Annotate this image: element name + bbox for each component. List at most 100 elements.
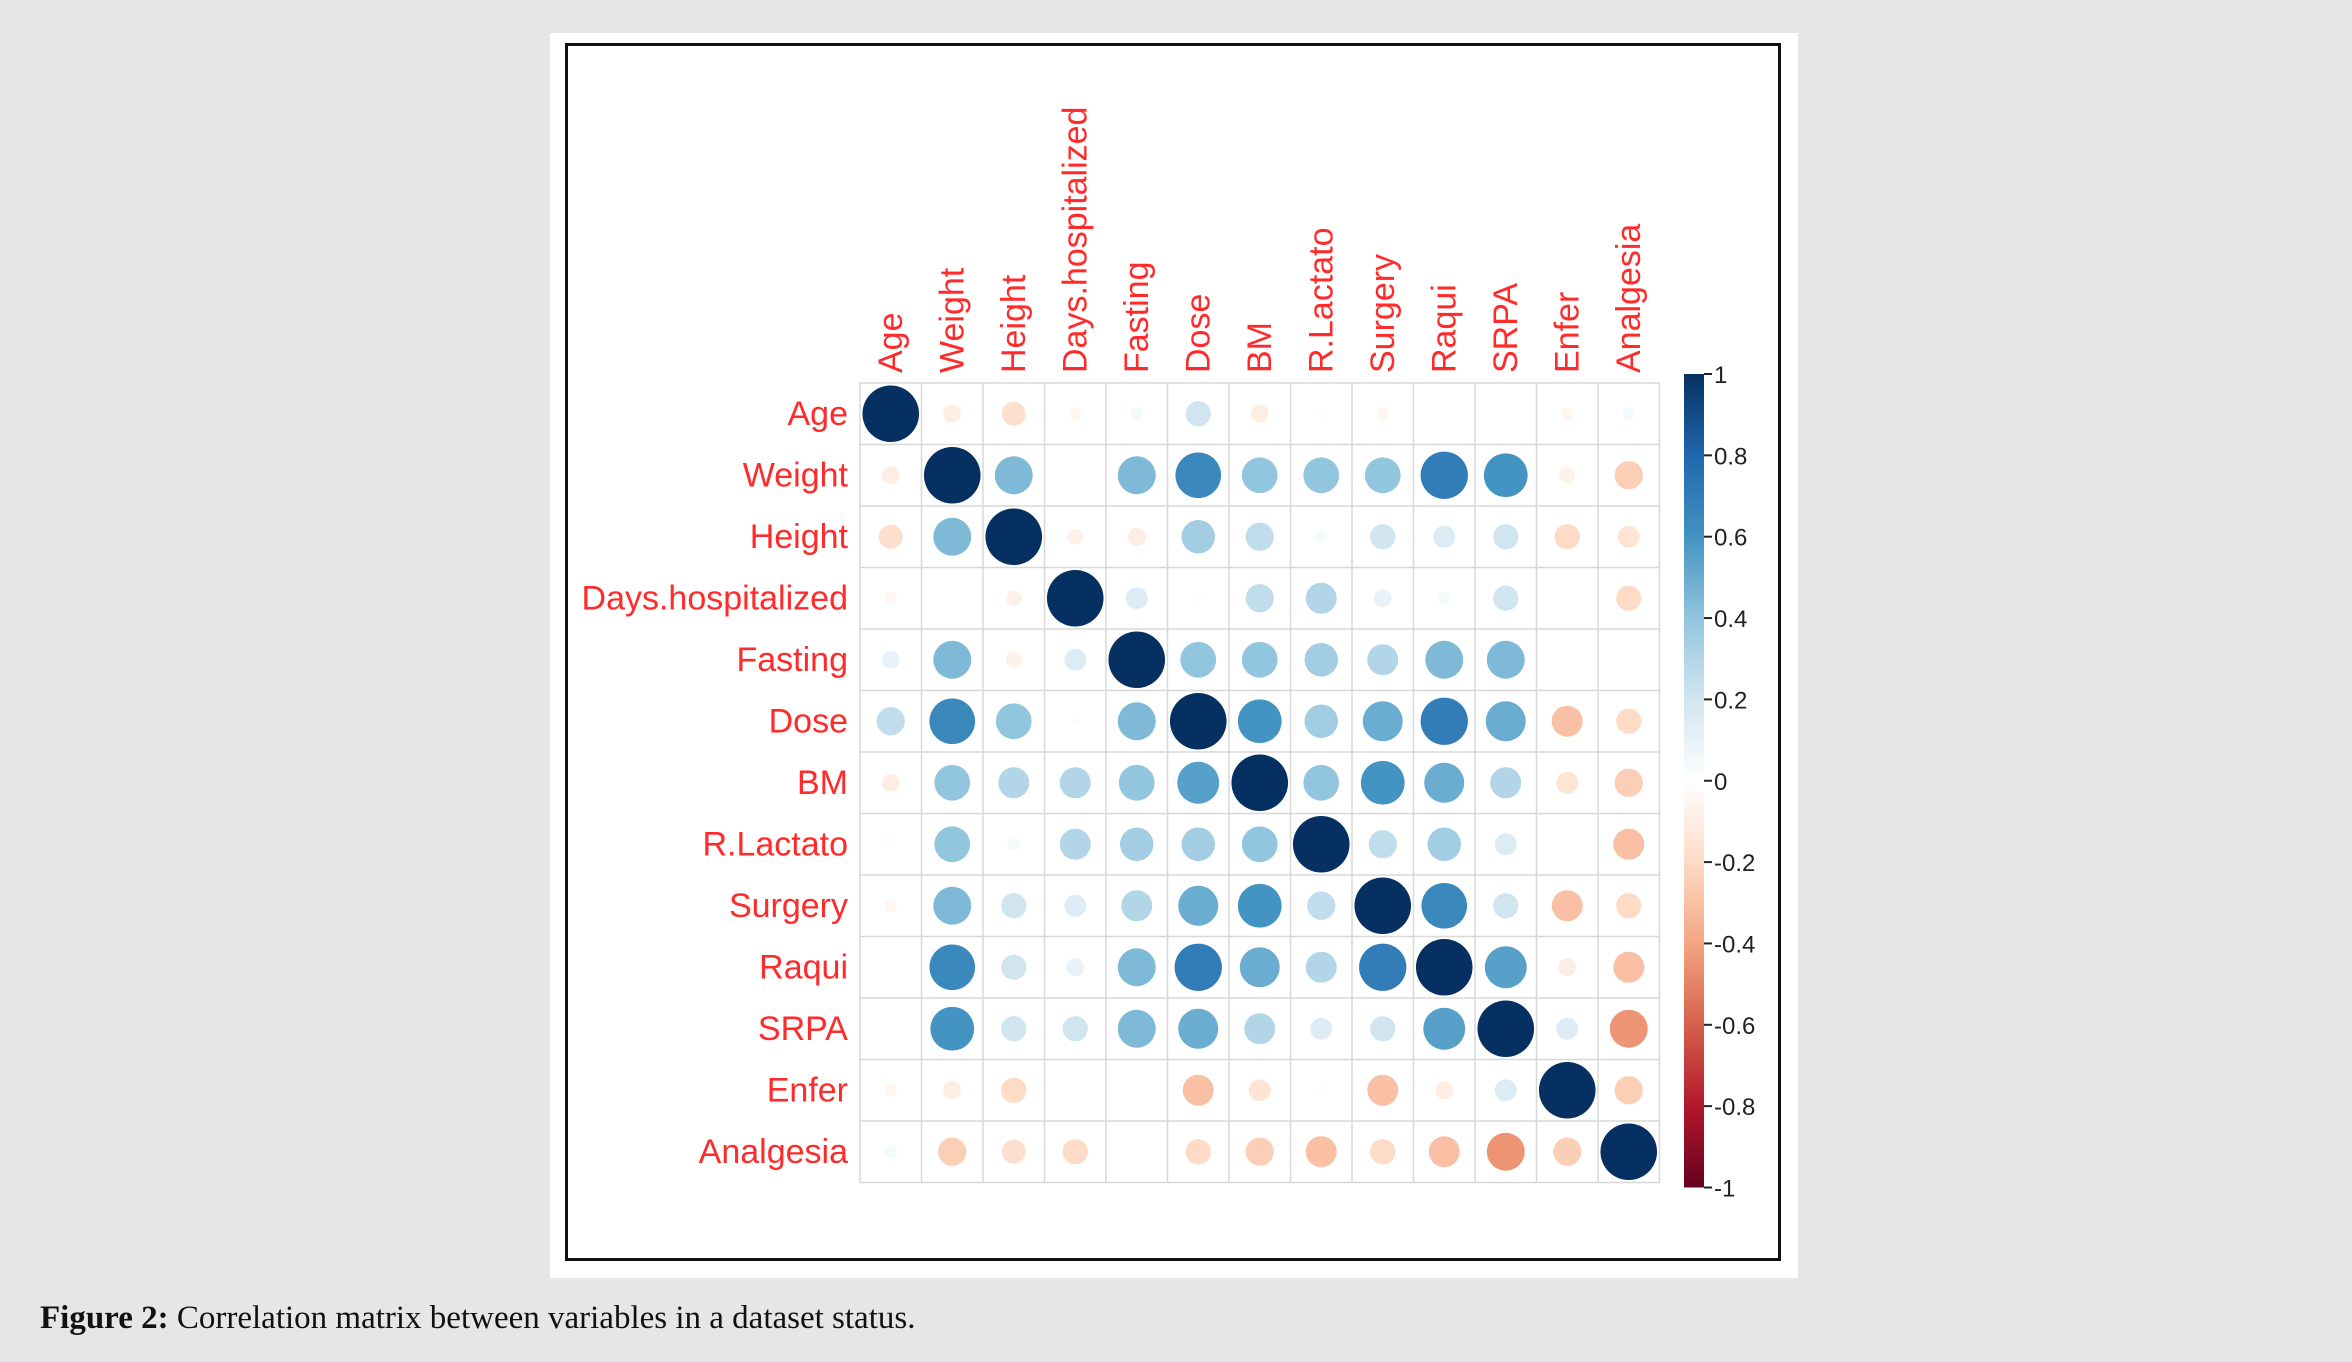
correlation-circle-Days.hospitalized-Height (1005, 590, 1022, 607)
correlation-circle-Fasting-Age (881, 650, 900, 669)
column-label: Surgery (1364, 254, 1402, 373)
correlation-circle-Surgery-Dose (1178, 885, 1219, 926)
correlation-circle-Surgery-Days.hospitalized (1064, 894, 1087, 917)
column-label: Dose (1179, 294, 1217, 373)
colorbar-tick-label: -0.8 (1714, 1094, 1755, 1121)
colorbar-tick-label: 0.4 (1714, 606, 1747, 633)
correlation-circle-SRPA-Days.hospitalized (1062, 1016, 1088, 1042)
correlation-circle-Analgesia-Raqui (1428, 1136, 1460, 1168)
row-label: R.Lactato (702, 825, 848, 863)
colorbar-tick-label: 0 (1714, 769, 1727, 796)
correlation-circle-Surgery-Analgesia (1616, 893, 1642, 919)
column-label: Height (995, 274, 1033, 373)
correlation-circle-Fasting-BM (1241, 641, 1278, 678)
row-label: SRPA (758, 1010, 848, 1048)
correlation-circle-R.Lactato-Analgesia (1613, 828, 1645, 860)
correlation-circle-Dose-R.Lactato (1304, 704, 1338, 738)
correlation-circle-R.Lactato-BM (1241, 826, 1278, 863)
correlation-circle-Analgesia-SRPA (1486, 1132, 1525, 1171)
correlation-circle-Age-R.Lactato (1317, 409, 1326, 418)
correlation-circle-Days.hospitalized-Days.hospitalized (1046, 569, 1104, 627)
correlation-circle-SRPA-Dose (1178, 1008, 1219, 1049)
correlation-circle-Weight-Dose (1175, 452, 1222, 499)
correlation-circle-Weight-SRPA (1483, 453, 1528, 498)
row-label: Dose (769, 702, 848, 740)
correlation-circle-Weight-R.Lactato (1303, 457, 1340, 494)
correlation-circle-R.Lactato-R.Lactato (1292, 815, 1350, 873)
correlation-circle-Analgesia-Surgery (1370, 1139, 1396, 1165)
correlation-circle-Height-Dose (1181, 520, 1215, 554)
correlation-circle-Days.hospitalized-Age (884, 591, 898, 605)
correlation-circle-Dose-Weight (929, 698, 976, 745)
row-label: Height (750, 518, 849, 556)
correlation-circle-Weight-Surgery (1364, 457, 1401, 494)
correlation-circle-Dose-Enfer (1551, 705, 1583, 737)
correlation-circle-Fasting-Surgery (1367, 644, 1399, 676)
correlation-circle-Days.hospitalized-Surgery (1373, 589, 1392, 608)
correlation-circle-Age-Fasting (1130, 407, 1144, 421)
correlation-circle-Height-SRPA (1493, 524, 1519, 550)
colorbar-tick-label: -0.6 (1714, 1013, 1755, 1040)
correlation-circle-Height-Fasting (1127, 527, 1146, 546)
correlation-circle-Analgesia-Days.hospitalized (1062, 1139, 1088, 1165)
correlation-circle-Age-Height (1001, 401, 1026, 426)
correlation-circle-Days.hospitalized-R.Lactato (1305, 582, 1337, 614)
correlation-circle-Analgesia-Dose (1185, 1139, 1211, 1165)
correlation-circle-Raqui-Fasting (1117, 948, 1156, 987)
correlation-circle-Height-BM (1245, 522, 1274, 551)
correlation-circle-Enfer-BM (1248, 1079, 1271, 1102)
correlation-circle-BM-R.Lactato (1303, 764, 1340, 801)
correlation-circle-Enfer-Dose (1182, 1074, 1214, 1106)
correlation-circle-Fasting-Fasting (1108, 631, 1166, 689)
row-label: Analgesia (699, 1133, 848, 1171)
correlation-circle-Raqui-BM (1239, 947, 1280, 988)
correlation-circle-Age-Age (862, 385, 920, 443)
correlation-circle-Surgery-Surgery (1354, 877, 1412, 935)
correlation-circle-Weight-Fasting (1117, 456, 1156, 495)
correlation-circle-Days.hospitalized-Dose (1194, 594, 1203, 603)
colorbar-tick-label: 1 (1714, 362, 1727, 389)
figure-panel: Age Weight Height Days.hospitalized Fasting D… (550, 33, 1798, 1278)
colorbar-tick-label: 0.6 (1714, 525, 1747, 552)
correlation-circle-Fasting-R.Lactato (1304, 643, 1338, 677)
correlation-circle-Days.hospitalized-BM (1245, 584, 1274, 613)
correlation-circle-Enfer-Surgery (1367, 1074, 1399, 1106)
correlation-circle-SRPA-Analgesia (1609, 1009, 1648, 1048)
correlation-circle-Surgery-Height (1001, 893, 1027, 919)
correlation-circle-Raqui-SRPA (1484, 946, 1527, 989)
correlation-circle-Enfer-SRPA (1494, 1079, 1517, 1102)
correlation-circle-R.Lactato-Surgery (1368, 830, 1397, 859)
correlation-circle-BM-Surgery (1360, 760, 1405, 805)
correlation-circle-Enfer-Weight (943, 1081, 962, 1100)
column-label: Raqui (1425, 284, 1463, 373)
column-label: R.Lactato (1302, 227, 1340, 373)
correlation-circle-Dose-Age (876, 707, 905, 736)
correlation-circle-Raqui-Raqui (1415, 938, 1473, 996)
correlation-matrix-chart: Age Weight Height Days.hospitalized Fasting D… (582, 107, 1756, 1203)
correlation-circle-Dose-Dose (1169, 692, 1227, 750)
correlation-circle-Fasting-Weight (933, 640, 972, 679)
row-label: Fasting (737, 641, 849, 679)
correlation-circle-SRPA-Weight (930, 1006, 975, 1051)
correlation-circle-Fasting-Days.hospitalized (1064, 648, 1087, 671)
correlation-circle-BM-Days.hospitalized (1059, 767, 1091, 799)
correlation-circle-Analgesia-R.Lactato (1305, 1136, 1337, 1168)
correlation-circle-Analgesia-Enfer (1553, 1137, 1582, 1166)
correlation-circle-R.Lactato-Fasting (1120, 827, 1154, 861)
correlation-circle-Height-Raqui (1433, 525, 1456, 548)
correlation-circle-Weight-Raqui (1420, 451, 1468, 499)
correlation-circle-Analgesia-Height (1001, 1139, 1026, 1164)
correlation-circle-Height-Analgesia (1617, 525, 1640, 548)
correlation-circle-Height-Enfer (1554, 524, 1580, 550)
correlation-circle-Fasting-Dose (1180, 641, 1217, 678)
correlation-circle-Weight-Age (881, 466, 900, 485)
correlation-circle-R.Lactato-SRPA (1494, 833, 1517, 856)
correlation-circle-BM-BM (1231, 754, 1289, 812)
correlation-circle-Analgesia-Age (884, 1145, 898, 1159)
row-label: Days.hospitalized (582, 579, 848, 617)
chart-frame: Age Weight Height Days.hospitalized Fasting D… (565, 43, 1781, 1261)
row-label: Surgery (729, 887, 848, 925)
correlation-circle-Raqui-Weight (929, 944, 976, 991)
correlation-circle-Weight-Height (994, 456, 1033, 495)
column-label: Analgesia (1610, 224, 1648, 373)
